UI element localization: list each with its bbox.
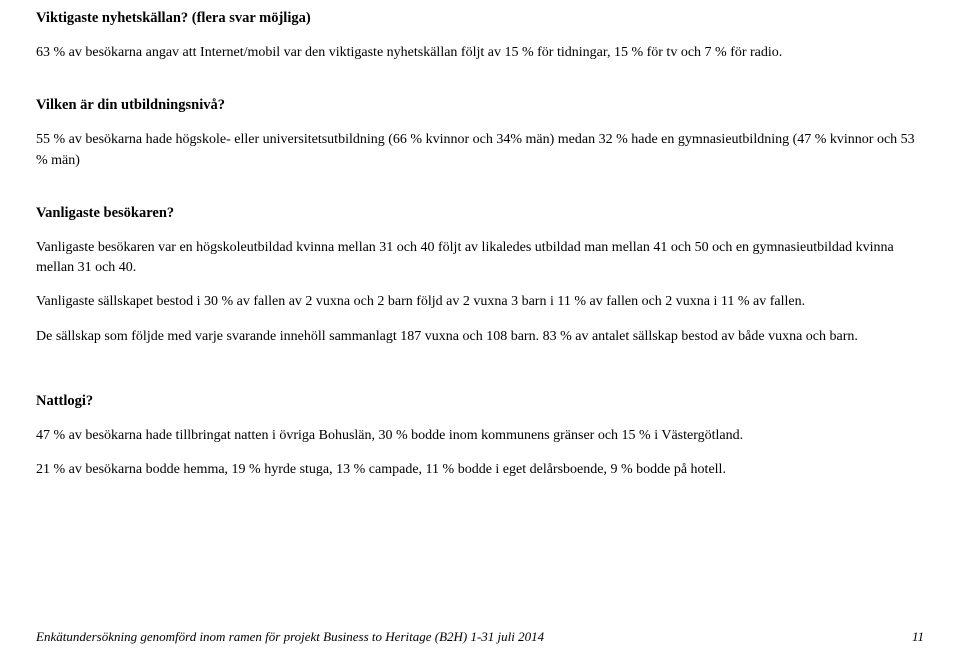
section1-heading-main: Viktigaste nyhetskällan? (36, 10, 188, 26)
section3-heading: Vanligaste besökaren? (36, 205, 924, 222)
section1-heading-paren: (flera svar möjliga) (188, 10, 311, 26)
section3-p2: Vanligaste sällskapet bestod i 30 % av f… (36, 292, 924, 312)
section4-p1: 47 % av besökarna hade tillbringat natte… (36, 426, 924, 446)
section4-p2: 21 % av besökarna bodde hemma, 19 % hyrd… (36, 460, 924, 480)
footer-text: Enkätundersökning genomförd inom ramen f… (36, 629, 544, 645)
section1-body: 63 % av besökarna angav att Internet/mob… (36, 43, 924, 63)
section2-heading: Vilken är din utbildningsnivå? (36, 97, 924, 114)
section1-heading: Viktigaste nyhetskällan? (flera svar möj… (36, 10, 924, 27)
section2-body: 55 % av besökarna hade högskole- eller u… (36, 130, 924, 171)
section4-heading: Nattlogi? (36, 393, 924, 410)
page-footer: Enkätundersökning genomförd inom ramen f… (36, 629, 924, 645)
section3-p3: De sällskap som följde med varje svarand… (36, 327, 924, 347)
section3-p1: Vanligaste besökaren var en högskoleutbi… (36, 238, 924, 279)
page-container: Viktigaste nyhetskällan? (flera svar möj… (0, 0, 960, 655)
footer-page-number: 11 (912, 629, 924, 645)
